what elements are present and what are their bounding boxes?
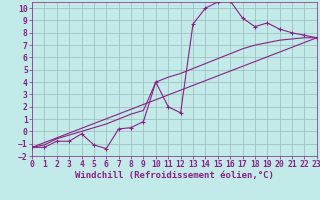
X-axis label: Windchill (Refroidissement éolien,°C): Windchill (Refroidissement éolien,°C) xyxy=(75,171,274,180)
